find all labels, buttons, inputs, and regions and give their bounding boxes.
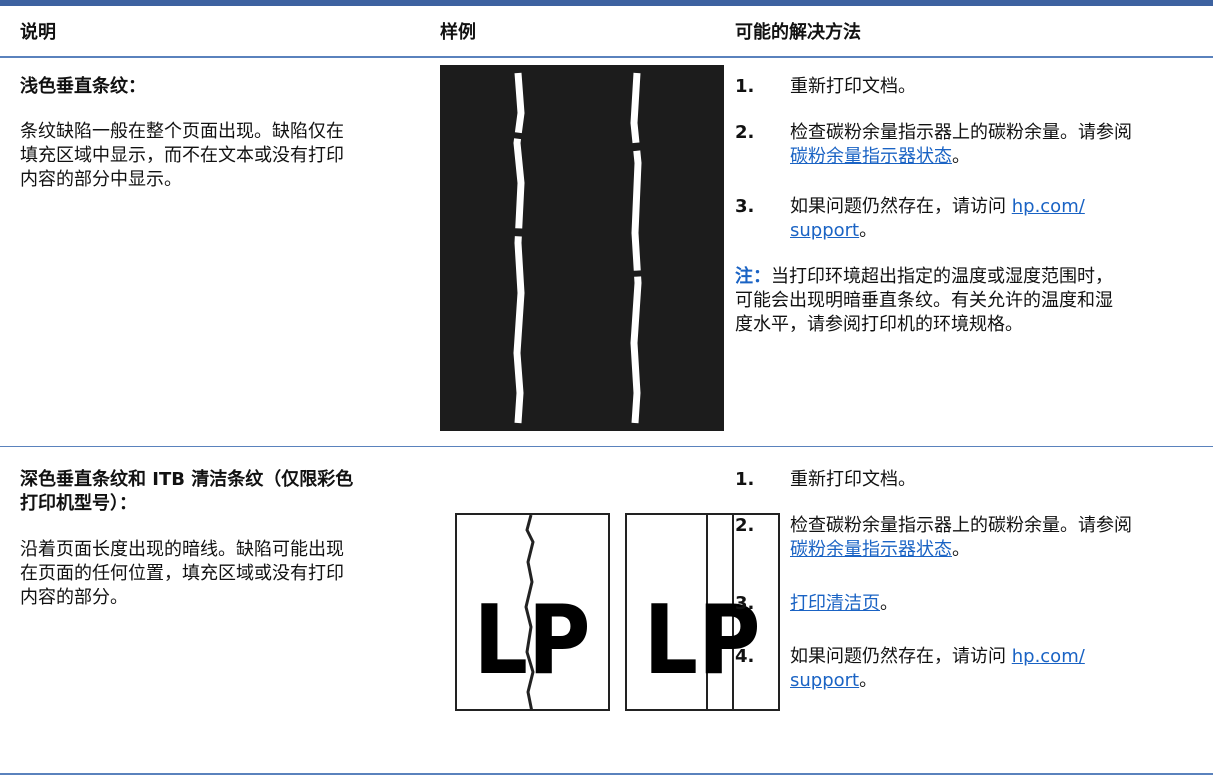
link[interactable]: 碳粉余量指示器状态 [790,539,952,560]
description: 在页面的任何位置，填充区域或没有打印 [20,563,344,584]
sample-image: LP [625,513,780,711]
header-rule [0,56,1213,58]
step-text: 检查碳粉余量指示器上的碳粉余量。请参阅 [790,514,1132,538]
text: 如果问题仍然存在，请访问 [790,646,1012,667]
description: 条纹缺陷一般在整个页面出现。缺陷仅在 [20,121,344,142]
step-number: 2. [735,122,755,143]
step-text: 如果问题仍然存在，请访问 hp.com/ [790,195,1085,219]
text: 。 [952,146,970,167]
text: 重新打印文档。 [790,469,916,490]
text: 。 [859,220,878,241]
note-line: 注：当打印环境超出指定的温度或湿度范围时， [735,265,1113,289]
header-cell: 样例 [440,22,476,43]
step-text: 打印清洁页。 [790,592,898,616]
header-cell: 说明 [20,22,56,43]
text: 如果问题仍然存在，请访问 [790,196,1012,217]
text: 。 [952,539,970,560]
top-border [0,0,1213,6]
link[interactable]: support [790,220,860,241]
step-number: 3. [735,593,755,614]
link[interactable]: 碳粉余量指示器状态 [790,146,952,167]
step-text: 重新打印文档。 [790,75,916,99]
row-rule [0,446,1213,447]
link[interactable]: hp.com/ [1011,646,1085,667]
step-number: 1. [735,469,755,490]
note-label: 注： [735,266,771,287]
step-text: 如果问题仍然存在，请访问 hp.com/ [790,645,1085,669]
sample-image: LP [455,513,610,711]
note-text: 当打印环境超出指定的温度或湿度范围时， [771,266,1113,287]
row-title: 打印机型号）： [20,493,137,514]
text: 检查碳粉余量指示器上的碳粉余量。请参阅 [790,122,1132,143]
note-text: 度水平，请参阅打印机的环境规格。 [735,314,1023,335]
sample-label: LP [473,586,590,696]
step-text: 碳粉余量指示器状态。 [790,145,970,169]
description: 内容的部分中显示。 [20,169,182,190]
link[interactable]: 打印清洁页 [790,593,880,614]
header-cell: 可能的解决方法 [735,22,861,43]
description: 沿着页面长度出现的暗线。缺陷可能出现 [20,539,344,560]
text: 检查碳粉余量指示器上的碳粉余量。请参阅 [790,515,1132,536]
sample-label: LP [643,586,760,696]
text: 重新打印文档。 [790,76,916,97]
text: 。 [859,670,878,691]
step-text: 碳粉余量指示器状态。 [790,538,970,562]
row-title: 深色垂直条纹和 ITB 清洁条纹（仅限彩色 [20,469,354,490]
sample-image [440,65,724,431]
link[interactable]: support [790,670,860,691]
text: 。 [880,593,898,614]
note-text: 可能会出现明暗垂直条纹。有关允许的温度和湿 [735,290,1113,311]
step-number: 2. [735,515,755,536]
step-text: support。 [790,669,877,693]
step-text: support。 [790,219,877,243]
description: 填充区域中显示，而不在文本或没有打印 [20,145,344,166]
link[interactable]: hp.com/ [1011,196,1085,217]
bottom-rule [0,773,1213,775]
step-text: 重新打印文档。 [790,468,916,492]
step-number: 4. [735,646,755,667]
step-number: 1. [735,76,755,97]
description: 内容的部分。 [20,587,128,608]
row-title: 浅色垂直条纹： [20,76,146,97]
step-text: 检查碳粉余量指示器上的碳粉余量。请参阅 [790,121,1132,145]
step-number: 3. [735,196,755,217]
